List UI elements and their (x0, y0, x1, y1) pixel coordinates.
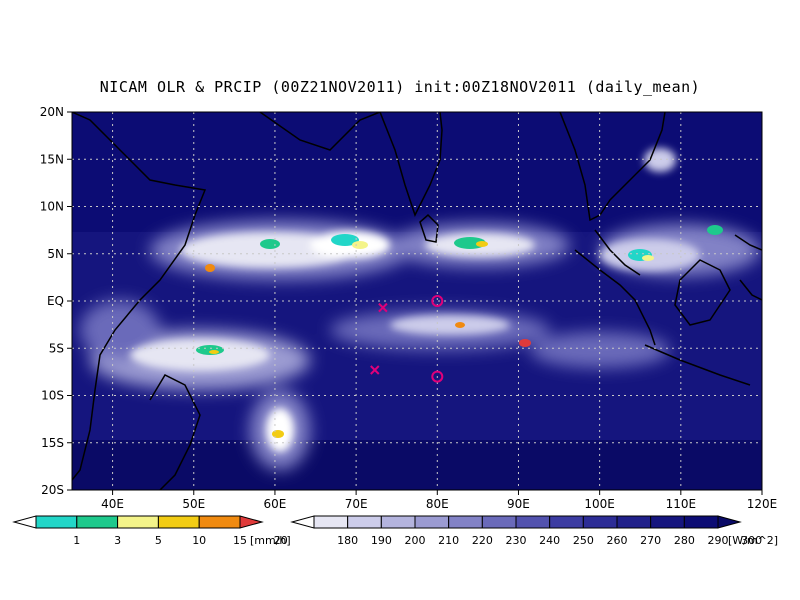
lat-tick-label: 15N (40, 152, 64, 166)
colorbar-tick-label: 250 (573, 534, 594, 547)
colorbar-tick-label: 20 (274, 534, 288, 547)
colorbar-cell (683, 515, 719, 529)
colorbar-tick-label: 300 (741, 534, 762, 547)
colorbar-tick-label: 1 (73, 534, 80, 547)
colorbar-unit: [W/m^2] (728, 534, 778, 547)
colorbar-tick-label: 180 (337, 534, 358, 547)
colorbar-cell (448, 515, 483, 529)
lon-tick-label: 120E (747, 497, 778, 511)
colorbar-cell (198, 515, 241, 529)
colorbar-tick-label: 10 (192, 534, 206, 547)
lon-tick-label: 110E (666, 497, 697, 511)
precip-colorbar: 1 3 5 10 15 20[mm/h] (12, 515, 291, 547)
lat-tick-label: 10N (40, 200, 64, 214)
point-marker-cross (370, 365, 380, 375)
lat-tick-label: 5S (49, 341, 64, 355)
colorbar-cell (76, 515, 119, 529)
lon-tick-label: 50E (182, 497, 205, 511)
lon-tick-label: 70E (345, 497, 368, 511)
colorbar-cell (515, 515, 551, 529)
coastlines (72, 112, 762, 490)
colorbar-tick-label: 220 (472, 534, 493, 547)
map-title: NICAM OLR & PRCIP (00Z21NOV2011) init:00… (99, 78, 701, 96)
lon-tick-label: 60E (264, 497, 287, 511)
colorbar-cell (290, 515, 315, 529)
colorbar-tick-label: 240 (539, 534, 560, 547)
lon-tick-label: 40E (101, 497, 124, 511)
colorbar-tick-label: 200 (405, 534, 426, 547)
lon-tick-label: 90E (507, 497, 530, 511)
colorbar-cell (157, 515, 200, 529)
colorbar-cell (616, 515, 652, 529)
lat-tick-label: 20S (41, 483, 64, 497)
colorbar-cell (239, 515, 264, 529)
colorbar-cell (582, 515, 618, 529)
lon-tick-label: 100E (584, 497, 615, 511)
lon-tick-label: 80E (426, 497, 449, 511)
lat-tick-label: 10S (41, 389, 64, 403)
colorbar-tick-label: 190 (371, 534, 392, 547)
colorbar-cell (12, 515, 37, 529)
colorbar-unit: [mm/h] (250, 534, 291, 547)
colorbar-tick-label: 210 (438, 534, 459, 547)
lat-tick-label: 5N (47, 247, 64, 261)
colorbar-tick-label: 280 (674, 534, 695, 547)
colorbar-cell (481, 515, 517, 529)
olr-colorbar: 180 190 200 210 220 230 240 250 260 270 280 290 300[… (290, 515, 778, 547)
colorbar-tick-label: 15 (233, 534, 247, 547)
colorbar-cell (414, 515, 450, 529)
point-marker-cross (378, 302, 388, 313)
colorbar-cell (35, 515, 78, 529)
colorbar-tick-label: 260 (607, 534, 628, 547)
lat-tick-label: 15S (41, 436, 64, 450)
colorbar-cell (650, 515, 685, 529)
colorbar-cell (380, 515, 416, 529)
colorbar-cell (313, 515, 349, 529)
colorbar-tick-label: 3 (114, 534, 121, 547)
precip-patches (196, 225, 723, 438)
colorbar-tick-label: 5 (155, 534, 162, 547)
colorbar-cell (117, 515, 159, 529)
point-marker-circle (431, 370, 444, 383)
colorbar-tick-label: 270 (640, 534, 661, 547)
colorbar-cell (347, 515, 382, 529)
colorbar-cell (549, 515, 584, 529)
colorbar-tick-label: 290 (708, 534, 729, 547)
lat-tick-label: EQ (47, 294, 64, 308)
colorbar-cell (717, 515, 742, 529)
lat-tick-label: 20N (40, 105, 64, 119)
point-marker-circle (431, 295, 444, 307)
colorbar-tick-label: 230 (506, 534, 527, 547)
